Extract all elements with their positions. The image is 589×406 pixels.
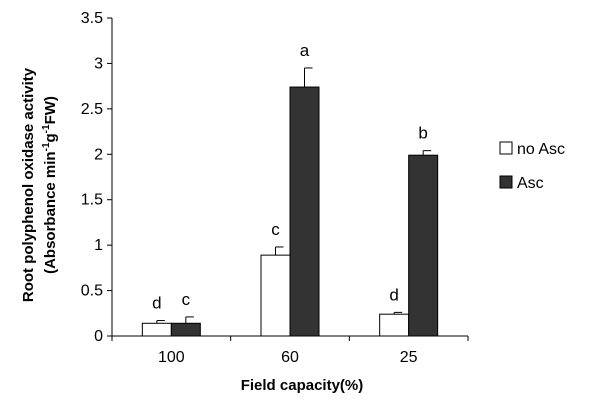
significance-letters: d c d c a b bbox=[152, 41, 428, 313]
significance-letter: d bbox=[389, 285, 398, 304]
y-ticks: 0 0.5 1 1.5 2 2.5 3 3.5 bbox=[81, 10, 112, 345]
bar-asc bbox=[289, 86, 320, 337]
y-tick-label: 1.5 bbox=[81, 192, 103, 209]
bar-no-asc bbox=[379, 313, 410, 337]
y-axis-title-suffix: FW) bbox=[42, 96, 59, 124]
legend-swatch-asc bbox=[499, 175, 513, 189]
y-axis-title-sup1: -1 bbox=[41, 142, 52, 151]
y-tick-label: 0.5 bbox=[81, 283, 103, 300]
y-tick-label: 3 bbox=[94, 55, 103, 72]
y-tick-label: 1 bbox=[94, 237, 103, 254]
significance-letter: c bbox=[271, 220, 280, 239]
y-axis-title-mid: g bbox=[42, 133, 59, 142]
legend-label-no-asc: no Asc bbox=[517, 141, 565, 158]
x-tick-label: 100 bbox=[158, 349, 185, 366]
legend-swatch-no-asc bbox=[499, 141, 513, 155]
x-ticks: 100 60 25 bbox=[111, 336, 469, 366]
y-axis-title-line1: Root polyphenol oxidase activity bbox=[20, 67, 37, 302]
bar-asc bbox=[408, 154, 439, 337]
significance-letter: c bbox=[182, 290, 191, 309]
significance-letter: b bbox=[418, 124, 427, 143]
x-axis-title: Field capacity(%) bbox=[241, 377, 364, 394]
bar-no-asc bbox=[260, 254, 291, 337]
bar-asc bbox=[170, 322, 201, 337]
y-tick-label: 2 bbox=[94, 146, 103, 163]
y-axis-title-prefix: (Absorbance min bbox=[42, 151, 59, 274]
x-tick-label: 25 bbox=[400, 349, 418, 366]
legend-label-asc: Asc bbox=[517, 175, 544, 192]
legend: no Asc Asc bbox=[499, 141, 565, 192]
y-tick-label: 2.5 bbox=[81, 101, 103, 118]
y-axis-title-line2: (Absorbance min-1g-1FW) bbox=[41, 96, 59, 274]
bar-no-asc bbox=[141, 322, 172, 337]
significance-letter: d bbox=[152, 294, 161, 313]
bars bbox=[141, 86, 439, 337]
axes: 0 0.5 1 1.5 2 2.5 3 3.5 100 60 25 bbox=[81, 10, 469, 366]
significance-letter: a bbox=[300, 41, 310, 60]
error-bars bbox=[156, 67, 432, 324]
y-axis-title-sup2: -1 bbox=[41, 124, 52, 133]
x-tick-label: 60 bbox=[281, 349, 299, 366]
y-tick-label: 3.5 bbox=[81, 10, 103, 27]
y-tick-label: 0 bbox=[94, 328, 103, 345]
